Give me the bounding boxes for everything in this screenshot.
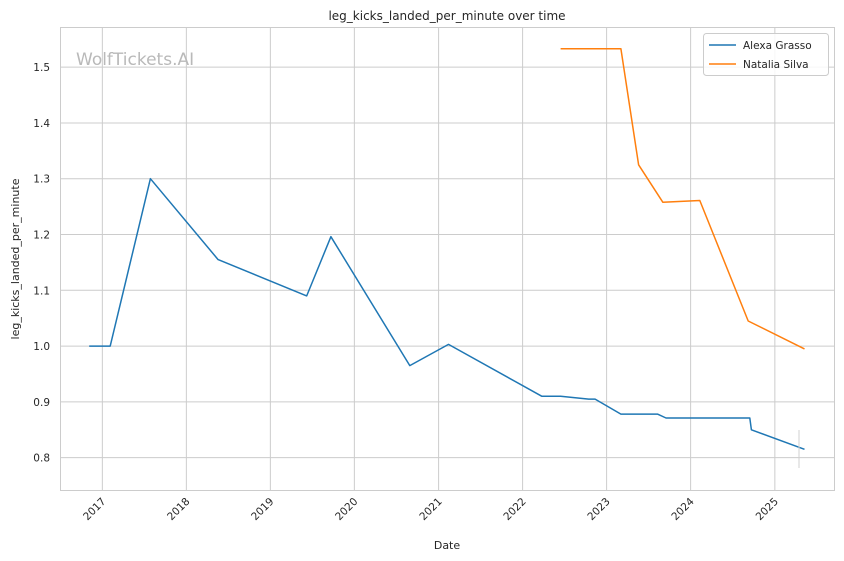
y-tick-label: 1.0: [33, 341, 50, 353]
y-axis-label: leg_kicks_landed_per_minute: [9, 178, 22, 339]
y-tick-label: 0.8: [33, 453, 50, 465]
legend-label-alexa-grasso: Alexa Grasso: [743, 40, 812, 52]
y-tick-label: 1.4: [33, 118, 50, 130]
y-tick-label: 1.5: [33, 62, 50, 74]
watermark: WolfTickets.AI: [76, 50, 194, 70]
chart-title: leg_kicks_landed_per_minute over time: [328, 9, 565, 23]
legend-label-natalia-silva: Natalia Silva: [743, 59, 809, 71]
plot-frame: [60, 27, 835, 491]
x-axis-label: Date: [434, 539, 461, 552]
series-layer: [89, 48, 805, 451]
grid-lines: [60, 27, 834, 490]
series-line-alexa-grasso: [89, 177, 805, 451]
y-tick-label: 0.9: [33, 397, 50, 409]
legend: Alexa Grasso Natalia Silva: [703, 33, 829, 76]
legend-box: [703, 33, 829, 76]
series-line-natalia-silva: [560, 48, 805, 350]
y-tick-label: 1.1: [33, 285, 50, 297]
y-tick-label: 1.2: [33, 230, 50, 242]
y-tick-label: 1.3: [33, 174, 50, 186]
